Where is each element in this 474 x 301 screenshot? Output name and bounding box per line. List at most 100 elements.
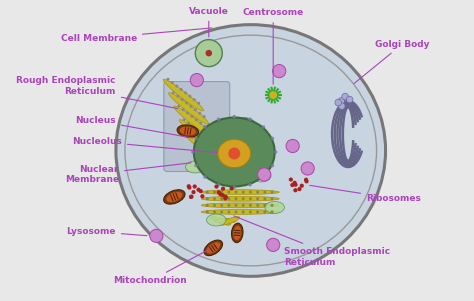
- Circle shape: [274, 150, 277, 154]
- Circle shape: [220, 191, 223, 194]
- Text: Nuclear
Membrane: Nuclear Membrane: [65, 163, 191, 184]
- Circle shape: [195, 40, 222, 67]
- Circle shape: [271, 210, 273, 213]
- Circle shape: [182, 118, 186, 121]
- Ellipse shape: [174, 106, 214, 138]
- Circle shape: [219, 156, 222, 159]
- Circle shape: [248, 117, 252, 121]
- Circle shape: [182, 108, 185, 111]
- Text: Lysosome: Lysosome: [66, 227, 147, 236]
- Ellipse shape: [201, 203, 279, 208]
- Circle shape: [235, 197, 237, 200]
- Ellipse shape: [235, 118, 255, 129]
- Circle shape: [249, 210, 252, 213]
- Circle shape: [264, 210, 266, 213]
- Circle shape: [189, 195, 193, 199]
- Ellipse shape: [201, 196, 279, 201]
- Circle shape: [217, 117, 220, 121]
- Circle shape: [206, 210, 209, 213]
- Circle shape: [199, 122, 202, 125]
- Circle shape: [228, 210, 230, 213]
- Circle shape: [181, 98, 183, 101]
- Ellipse shape: [185, 133, 225, 165]
- Circle shape: [338, 98, 345, 104]
- Circle shape: [223, 195, 228, 199]
- Circle shape: [190, 105, 192, 108]
- Circle shape: [175, 85, 178, 88]
- Circle shape: [289, 178, 293, 182]
- Ellipse shape: [180, 127, 196, 135]
- Circle shape: [184, 92, 187, 95]
- Ellipse shape: [207, 214, 226, 226]
- Text: Nucleolus: Nucleolus: [72, 137, 218, 153]
- Circle shape: [197, 102, 200, 105]
- Circle shape: [264, 204, 266, 207]
- Circle shape: [292, 181, 297, 185]
- Circle shape: [300, 184, 304, 188]
- Circle shape: [290, 183, 294, 187]
- Circle shape: [217, 183, 220, 186]
- Circle shape: [256, 204, 259, 207]
- Ellipse shape: [201, 190, 279, 194]
- Ellipse shape: [116, 25, 385, 276]
- Circle shape: [228, 197, 230, 200]
- Circle shape: [221, 187, 225, 191]
- Circle shape: [191, 115, 193, 118]
- Circle shape: [271, 137, 274, 140]
- Circle shape: [228, 204, 230, 207]
- Circle shape: [342, 93, 348, 100]
- Ellipse shape: [177, 125, 199, 137]
- Ellipse shape: [218, 139, 251, 168]
- Circle shape: [196, 129, 199, 132]
- Text: Vacuole: Vacuole: [189, 7, 229, 37]
- Circle shape: [195, 118, 198, 121]
- Circle shape: [249, 204, 252, 207]
- Circle shape: [271, 197, 273, 200]
- Circle shape: [188, 95, 191, 98]
- Ellipse shape: [252, 170, 271, 182]
- Text: Golgi Body: Golgi Body: [354, 40, 429, 83]
- Circle shape: [346, 96, 353, 103]
- Circle shape: [220, 193, 225, 197]
- Circle shape: [193, 98, 196, 101]
- Circle shape: [188, 132, 191, 135]
- Circle shape: [210, 149, 213, 152]
- Circle shape: [222, 142, 229, 150]
- Circle shape: [206, 197, 209, 200]
- Circle shape: [269, 91, 277, 99]
- Circle shape: [191, 190, 196, 194]
- Circle shape: [301, 162, 314, 175]
- Circle shape: [213, 210, 216, 213]
- Circle shape: [177, 105, 180, 108]
- Circle shape: [293, 188, 298, 192]
- Circle shape: [213, 204, 216, 207]
- Circle shape: [203, 125, 207, 128]
- Circle shape: [304, 179, 309, 183]
- Circle shape: [264, 197, 266, 200]
- Circle shape: [166, 78, 170, 81]
- Circle shape: [213, 197, 216, 200]
- Circle shape: [190, 194, 193, 199]
- Circle shape: [273, 64, 286, 78]
- Circle shape: [199, 189, 203, 193]
- Circle shape: [286, 139, 299, 153]
- Circle shape: [203, 125, 207, 129]
- Ellipse shape: [204, 240, 222, 256]
- Circle shape: [271, 164, 274, 167]
- Ellipse shape: [163, 79, 203, 111]
- Text: Smooth Endoplasmic
Reticulum: Smooth Endoplasmic Reticulum: [234, 216, 390, 267]
- Circle shape: [213, 191, 216, 194]
- Ellipse shape: [166, 192, 182, 202]
- Text: Nucleus: Nucleus: [75, 116, 192, 138]
- Ellipse shape: [233, 226, 241, 240]
- Circle shape: [186, 111, 189, 114]
- Circle shape: [194, 108, 197, 111]
- Circle shape: [242, 197, 245, 200]
- Circle shape: [248, 183, 252, 186]
- Circle shape: [187, 185, 191, 190]
- Circle shape: [224, 195, 228, 199]
- Text: Cell Membrane: Cell Membrane: [61, 28, 212, 43]
- Circle shape: [217, 190, 221, 194]
- Circle shape: [271, 204, 273, 207]
- Circle shape: [220, 210, 223, 213]
